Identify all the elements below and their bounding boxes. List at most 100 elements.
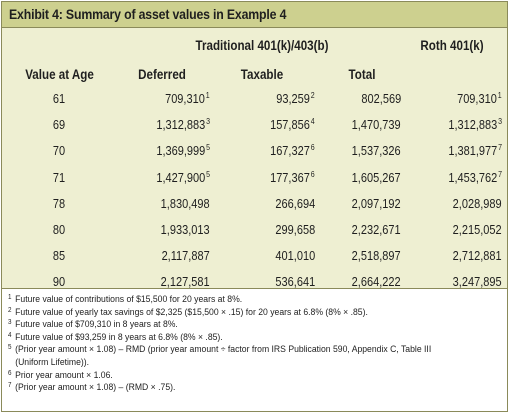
cell-value: 1,605,267 — [352, 170, 401, 185]
cell-value: 2,028,989 — [453, 196, 502, 211]
cell-total: 1,537,326 — [352, 144, 401, 158]
cell-deferred: 1,830,498 — [161, 197, 210, 211]
cell-total: 2,664,222 — [352, 275, 401, 289]
footnote-item: 1 Future value of contributions of $15,50… — [8, 294, 242, 305]
cell-roth: 2,712,881 — [453, 249, 502, 263]
cell-total: 1,605,267 — [352, 171, 401, 185]
cell-value: 177,367 — [270, 170, 311, 185]
cell-total: 2,097,192 — [352, 197, 401, 211]
cell-age: 85 — [41, 249, 76, 263]
footnote-text: Future value of yearly tax savings of $2… — [15, 306, 368, 318]
column-header-age: Value at Age — [25, 67, 94, 82]
cell-value: 1,381,977 — [448, 144, 498, 159]
cell-deferred: 2,117,887 — [162, 249, 210, 263]
cell-taxable: 536,641 — [275, 275, 315, 289]
cell-deferred: 1,427,9005 — [156, 170, 210, 185]
cell-age: 69 — [41, 118, 76, 132]
cell-value: 299,658 — [275, 223, 315, 237]
cell-value: 1,933,013 — [161, 223, 210, 237]
cell-value: 709,310 — [165, 92, 206, 106]
footnote-item: 3 Future value of $709,310 in 8 years at … — [8, 319, 178, 330]
cell-value: 1,312,883 — [448, 118, 498, 133]
cell-roth: 3,247,895 — [453, 275, 502, 289]
cell-value: 2,215,052 — [453, 223, 502, 237]
footnote-ref: 6 — [311, 143, 315, 153]
cell-value: 1,453,762 — [448, 170, 498, 185]
footnote-number: 2 — [8, 306, 12, 314]
cell-value: 2,127,581 — [161, 275, 210, 290]
cell-value: 1,537,326 — [352, 144, 401, 159]
footnote-text: (Prior year amount × 1.08) – RMD (prior … — [15, 344, 432, 356]
cell-value: 1,830,498 — [161, 196, 210, 211]
footnote-ref: 2 — [311, 91, 315, 100]
footnote-number: 4 — [8, 331, 12, 339]
footnote-number: 7 — [8, 382, 12, 390]
footnote-ref: 5 — [206, 143, 210, 153]
footnote-item: (Uniform Lifetime)). — [8, 357, 89, 368]
cell-roth: 2,028,989 — [453, 197, 502, 211]
cell-age: 90 — [41, 275, 76, 289]
footnote-item: 6 Prior year amount × 1.06. — [8, 370, 113, 381]
cell-value: 157,856 — [270, 118, 311, 133]
group-header-traditional: Traditional 401(k)/403(b) — [195, 38, 329, 53]
footnote-ref: 3 — [498, 117, 502, 127]
footnote-text: (Uniform Lifetime)). — [15, 357, 90, 368]
cell-value: 85 — [52, 249, 66, 264]
cell-value: 536,641 — [275, 275, 315, 290]
asset-values-table: Traditional 401(k)/403(b) Roth 401(k) Va… — [2, 28, 507, 289]
cell-taxable: 157,8564 — [270, 117, 315, 133]
footnote-item: 7 (Prior year amount × 1.08) – (RMD × .75… — [8, 382, 175, 393]
cell-total: 2,518,897 — [352, 249, 401, 263]
footnote-ref: 1 — [206, 91, 210, 100]
cell-value: 167,327 — [270, 144, 311, 159]
cell-deferred: 1,369,9995 — [156, 143, 210, 159]
cell-total: 802,569 — [361, 92, 401, 106]
exhibit-title-bar: Exhibit 4: Summary of asset values in Ex… — [2, 2, 507, 28]
cell-value: 401,010 — [275, 249, 315, 264]
cell-age: 78 — [41, 197, 76, 211]
footnote-number: 1 — [8, 294, 12, 301]
footnote-text: Future value of $709,310 in 8 years at 8… — [15, 319, 178, 331]
cell-value: 80 — [52, 223, 66, 237]
cell-roth: 1,312,8833 — [448, 117, 502, 133]
footnote-ref: 7 — [498, 169, 502, 179]
cell-deferred: 1,312,8833 — [156, 117, 210, 133]
cell-age: 70 — [41, 144, 76, 158]
footnote-ref: 4 — [311, 117, 315, 127]
cell-roth: 709,3101 — [457, 91, 502, 107]
cell-value: 71 — [52, 170, 66, 185]
cell-roth: 1,381,9777 — [448, 143, 502, 159]
cell-value: 802,569 — [361, 92, 401, 106]
cell-total: 1,470,739 — [352, 118, 401, 132]
footnote-ref: 6 — [311, 169, 315, 179]
cell-value: 61 — [52, 92, 66, 106]
footnote-text: (Prior year amount × 1.08) – (RMD × .75)… — [15, 382, 176, 394]
column-header-total: Total — [348, 67, 376, 82]
cell-value: 2,117,887 — [161, 249, 210, 264]
cell-deferred: 2,127,581 — [161, 275, 210, 289]
cell-taxable: 167,3276 — [270, 143, 315, 159]
cell-value: 2,664,222 — [352, 275, 401, 290]
cell-value: 2,232,671 — [352, 223, 401, 237]
footnote-ref: 1 — [498, 91, 502, 100]
cell-value: 70 — [52, 144, 66, 159]
exhibit-title: Exhibit 4: Summary of asset values in Ex… — [9, 6, 287, 22]
cell-roth: 2,215,052 — [453, 223, 502, 237]
cell-taxable: 177,3676 — [270, 169, 315, 185]
cell-taxable: 401,010 — [275, 249, 315, 263]
footnote-ref: 3 — [206, 117, 210, 127]
cell-total: 2,232,671 — [352, 223, 401, 237]
cell-taxable: 299,658 — [275, 223, 315, 237]
cell-taxable: 266,694 — [275, 197, 315, 211]
column-header-taxable: Taxable — [240, 67, 284, 82]
cell-value: 266,694 — [275, 196, 315, 211]
footnote-text: Prior year amount × 1.06. — [15, 369, 113, 381]
footnote-ref: 7 — [498, 143, 502, 153]
cell-age: 71 — [41, 171, 76, 185]
cell-roth: 1,453,7627 — [448, 169, 502, 185]
cell-value: 90 — [52, 275, 66, 290]
cell-value: 709,310 — [457, 92, 498, 106]
footnote-number: 3 — [8, 319, 12, 327]
cell-value: 69 — [52, 118, 66, 133]
